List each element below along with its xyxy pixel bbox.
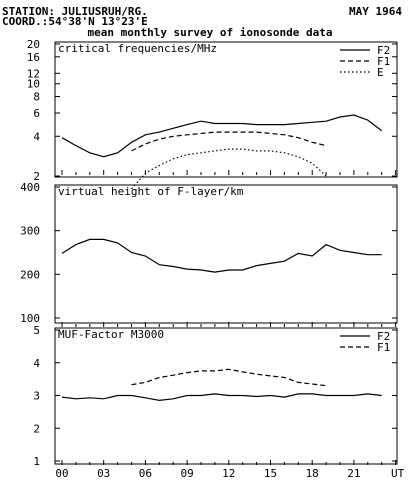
y-tick-label: 20	[27, 38, 40, 51]
y-tick-label: 200	[20, 268, 40, 281]
series-line-height	[61, 238, 382, 273]
x-tick-label: 06	[139, 467, 152, 480]
series-line-f2	[61, 114, 383, 158]
y-tick-label: 2	[33, 170, 40, 183]
legend-label-f1: F1	[377, 55, 390, 68]
y-tick-label: 1	[33, 455, 40, 468]
panel-title-height: virtual height of F-layer/km	[58, 185, 244, 198]
y-tick-label: 4	[33, 357, 40, 370]
y-tick-label: 16	[27, 51, 40, 64]
legend-label-f1: F1	[377, 341, 390, 354]
panel-title-frequencies: critical frequencies/MHz	[58, 42, 217, 55]
legend-label-f2: F2	[377, 330, 390, 343]
station-label: STATION: JULIUSRUH/RG.	[2, 5, 148, 18]
coordinates-label: COORD.:54°38'N 13°23'E	[2, 15, 148, 28]
legend-label-f2: F2	[377, 44, 390, 57]
x-tick-label: 18	[306, 467, 319, 480]
x-tick-label: 21	[347, 467, 360, 480]
y-tick-label: 4	[33, 130, 40, 143]
date-label: MAY 1964	[349, 5, 402, 18]
figure-title: mean monthly survey of ionosonde data	[87, 26, 332, 39]
panel-frame-frequencies	[54, 41, 398, 178]
x-tick-label: 15	[264, 467, 277, 480]
x-tick-label: UT	[391, 467, 405, 480]
series-line-f1	[131, 131, 327, 152]
panel-frame-height	[54, 184, 398, 324]
legend-label-e: E	[377, 66, 384, 79]
x-tick-label: 00	[55, 467, 68, 480]
y-tick-label: 5	[33, 324, 40, 337]
chart-marks: 201612108642F2F1E40030020010054321F2F100…	[20, 38, 404, 480]
y-tick-label: 2	[33, 422, 40, 435]
y-tick-label: 3	[33, 390, 40, 403]
x-tick-label: 03	[97, 467, 110, 480]
series-line-e	[131, 148, 327, 190]
y-tick-label: 6	[33, 107, 40, 120]
x-tick-label: 09	[180, 467, 193, 480]
y-tick-label: 400	[20, 181, 40, 194]
y-tick-label: 12	[27, 67, 40, 80]
x-tick-label: 12	[222, 467, 235, 480]
panel-title-muf: MUF-Factor M3000	[58, 328, 164, 341]
y-tick-label: 100	[20, 312, 40, 325]
y-tick-label: 10	[27, 78, 40, 91]
y-tick-label: 300	[20, 225, 40, 238]
y-tick-label: 8	[33, 91, 40, 104]
series-line-f1	[131, 368, 327, 387]
series-line-f2	[61, 393, 382, 402]
